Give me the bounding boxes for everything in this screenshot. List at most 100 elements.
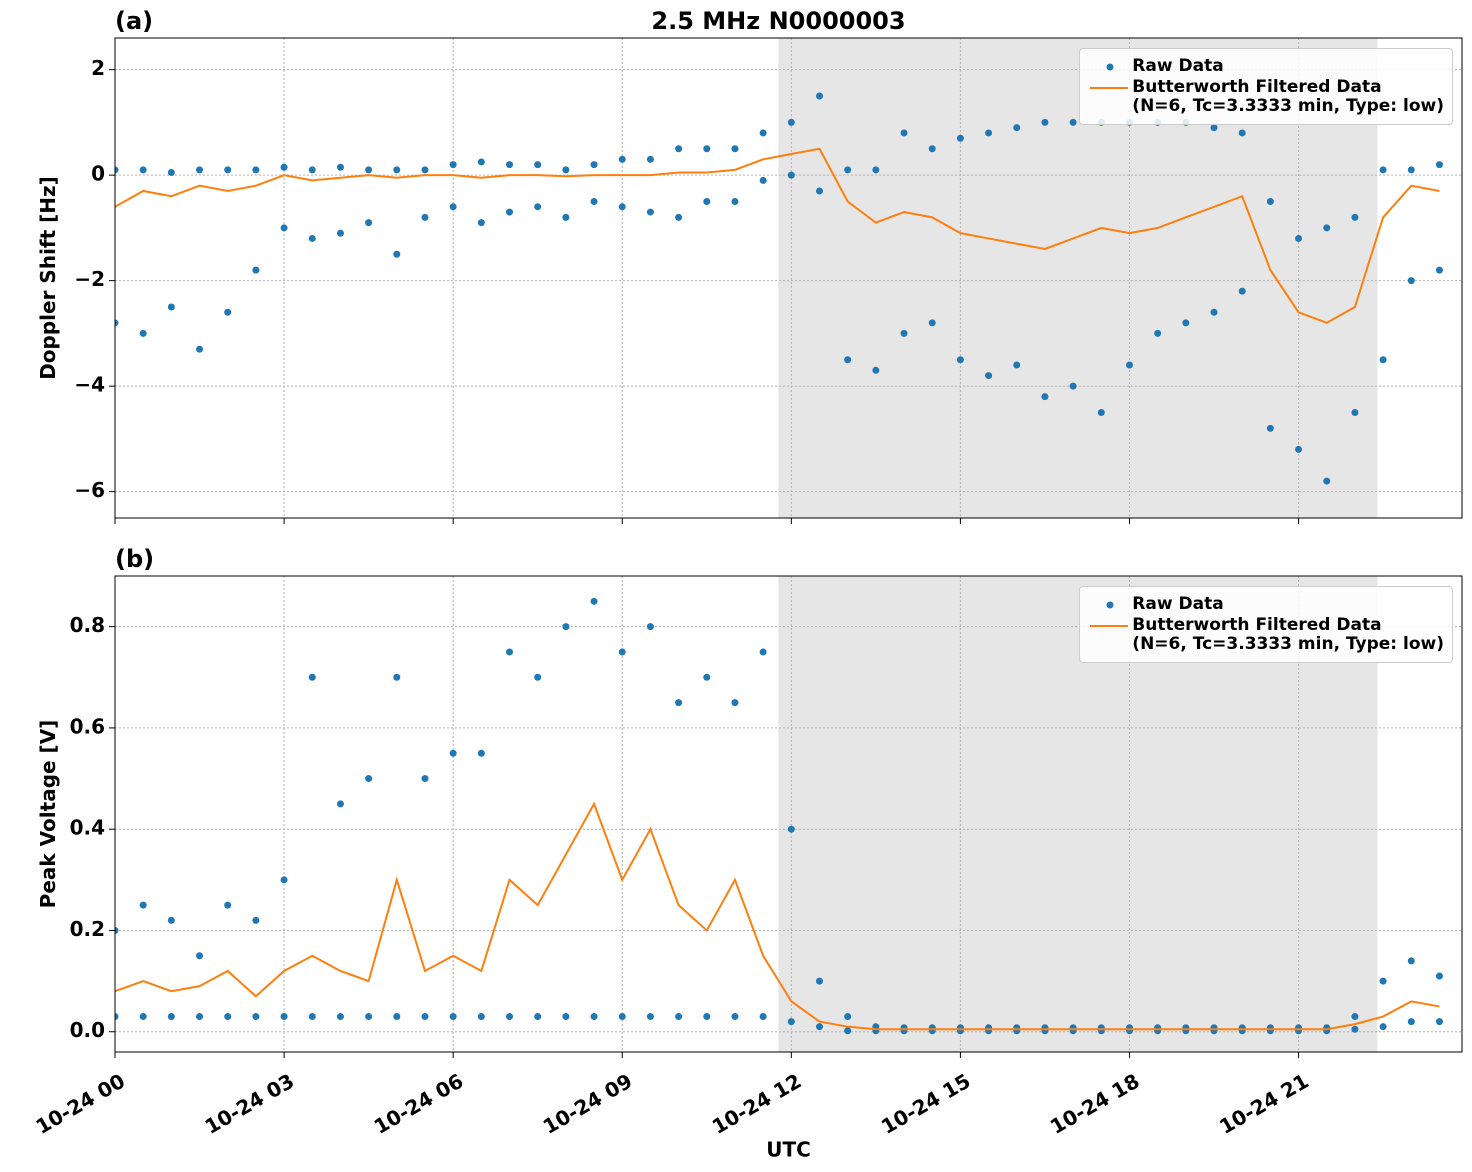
raw-point: [534, 161, 542, 169]
raw-point: [1407, 1018, 1415, 1026]
x-tick-label: 10-24 09: [539, 1069, 637, 1139]
raw-point: [196, 952, 204, 960]
raw-point: [393, 673, 401, 681]
y-tick-label: −6: [74, 478, 105, 502]
raw-point: [618, 648, 626, 656]
raw-point: [1210, 308, 1218, 316]
plot-frame: [114, 575, 1463, 1053]
legend-entry: Raw Data: [1088, 595, 1444, 614]
raw-point: [421, 775, 429, 783]
raw-point: [1013, 124, 1021, 132]
x-tick-label: 10-24 12: [708, 1069, 806, 1139]
raw-point: [167, 303, 175, 311]
y-axis-label: Doppler Shift [Hz]: [36, 176, 60, 380]
raw-point: [308, 1013, 316, 1021]
y-tick-label: −4: [74, 373, 105, 397]
panel-label: (a): [115, 7, 153, 35]
legend-swatch: [1090, 87, 1129, 89]
raw-point: [1266, 424, 1274, 432]
raw-point: [336, 1013, 344, 1021]
raw-point: [759, 648, 767, 656]
raw-point: [421, 166, 429, 174]
filtered-line: [115, 147, 1440, 324]
raw-point: [646, 1013, 654, 1021]
raw-point: [477, 749, 485, 757]
legend-label: Raw Data: [1132, 594, 1224, 614]
raw-point: [336, 800, 344, 808]
raw-point: [844, 356, 852, 364]
raw-point: [590, 1013, 598, 1021]
raw-point: [167, 169, 175, 177]
y-tick-label: 2: [91, 56, 105, 80]
y-axis-label: Peak Voltage [V]: [36, 720, 60, 909]
raw-point: [872, 166, 880, 174]
x-tick-label: 10-24 21: [1215, 1069, 1313, 1139]
plot-area: [115, 92, 1443, 485]
raw-point: [872, 366, 880, 374]
raw-point: [703, 673, 711, 681]
x-axis-label: UTC: [766, 1138, 811, 1162]
legend-entry: Raw Data: [1088, 57, 1444, 76]
raw-point: [1435, 161, 1443, 169]
raw-point: [421, 1013, 429, 1021]
raw-point: [844, 1027, 852, 1035]
legend-marker: [1106, 601, 1114, 609]
raw-point: [252, 916, 260, 924]
raw-point: [252, 1013, 260, 1021]
raw-point: [506, 161, 514, 169]
raw-point: [1407, 277, 1415, 285]
raw-point: [731, 145, 739, 153]
legend-swatch: [1090, 625, 1129, 627]
raw-point: [534, 1013, 542, 1021]
raw-point: [759, 176, 767, 184]
legend-swatch: [1106, 601, 1114, 609]
legend-label: Butterworth Filtered Data (N=6, Tc=3.333…: [1132, 615, 1444, 654]
raw-point: [618, 203, 626, 211]
raw-point: [815, 1023, 823, 1031]
raw-point: [1238, 287, 1246, 295]
raw-point: [224, 1013, 232, 1021]
legend-entry: Butterworth Filtered Data (N=6, Tc=3.333…: [1088, 616, 1444, 654]
raw-point: [139, 329, 147, 337]
raw-point: [1013, 361, 1021, 369]
raw-point: [477, 158, 485, 166]
raw-point: [759, 129, 767, 137]
raw-point: [815, 187, 823, 195]
raw-point: [308, 166, 316, 174]
plot-area: [115, 597, 1443, 1035]
raw-point: [1379, 166, 1387, 174]
raw-point: [985, 129, 993, 137]
raw-point: [1435, 972, 1443, 980]
raw-point: [308, 673, 316, 681]
plot-frame: [114, 37, 1463, 519]
raw-point: [139, 166, 147, 174]
x-tick-label: 10-24 15: [877, 1069, 975, 1139]
raw-point: [308, 234, 316, 242]
y-tick-label: 0.8: [70, 613, 105, 637]
legend-label: Butterworth Filtered Data (N=6, Tc=3.333…: [1132, 77, 1444, 116]
raw-point: [139, 1013, 147, 1021]
raw-point: [115, 926, 119, 934]
raw-point: [928, 145, 936, 153]
raw-point: [506, 1013, 514, 1021]
raw-point: [956, 134, 964, 142]
raw-point: [618, 1013, 626, 1021]
raw-point: [1379, 977, 1387, 985]
raw-point: [1295, 234, 1303, 242]
legend-marker: [1106, 63, 1114, 71]
raw-point: [590, 198, 598, 206]
raw-point: [1351, 213, 1359, 221]
raw-point: [703, 145, 711, 153]
raw-point: [1210, 124, 1218, 132]
raw-point: [252, 166, 260, 174]
raw-point: [1295, 445, 1303, 453]
legend-entry: Butterworth Filtered Data (N=6, Tc=3.333…: [1088, 78, 1444, 116]
raw-point: [1323, 477, 1331, 485]
raw-point: [1435, 1018, 1443, 1026]
filtered-line: [115, 801, 1440, 1031]
raw-point: [1125, 361, 1133, 369]
raw-point: [224, 166, 232, 174]
raw-point: [115, 1013, 119, 1021]
raw-point: [731, 1013, 739, 1021]
legend-key: [1088, 78, 1132, 97]
